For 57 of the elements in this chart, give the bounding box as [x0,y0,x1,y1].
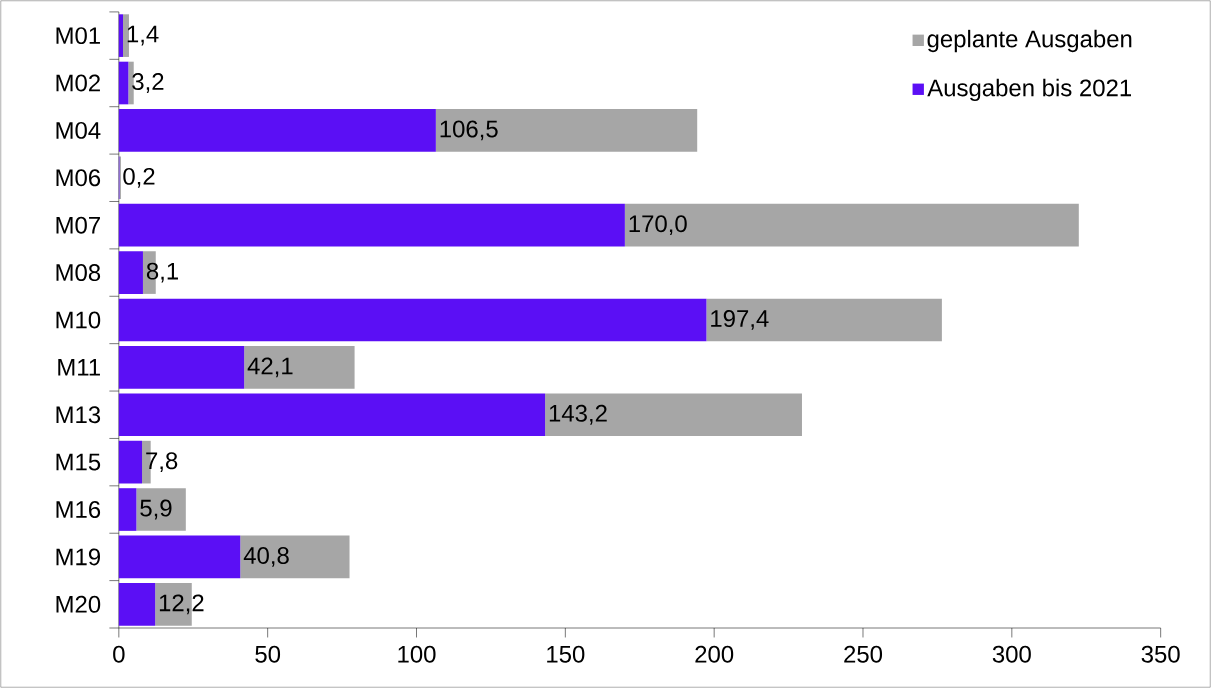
y-tick-label: M19 [56,548,100,566]
y-tick-label: M16 [56,501,101,518]
x-tick-label: 150 [547,645,585,663]
legend-label: geplante Ausgaben [927,29,1132,53]
y-tick-label: M04 [56,121,101,139]
bar [240,535,350,579]
x-tick-label: 250 [844,645,883,663]
data-label: 8,1 [146,262,178,283]
data-label: 3,2 [132,73,164,93]
data-label: 1,4 [127,25,159,46]
y-tick-label: M08 [56,264,101,282]
bar [118,298,707,342]
x-tick-label: 350 [1141,645,1180,663]
y-tick-label: M07 [56,216,100,234]
bar [624,203,1079,247]
y-tick-label: M20 [56,595,101,613]
x-tick-label: 0 [113,645,125,663]
bar [128,61,134,105]
x-tick-label: 50 [255,645,281,663]
data-label: 143,2 [549,404,607,425]
data-label: 7,8 [146,452,178,473]
data-label: 197,4 [711,310,769,330]
x-tick-label: 200 [695,645,734,663]
bar [118,109,436,152]
bar [118,535,241,579]
bar [244,346,355,389]
data-label: 42,1 [247,357,293,378]
data-label: 0,2 [123,167,155,188]
bar [136,488,186,531]
bar [118,393,546,437]
x-tick-label: 300 [992,645,1031,663]
y-tick-label: M10 [56,311,101,329]
bar [118,14,124,57]
y-tick-label: M15 [56,453,101,471]
data-label: 170,0 [629,215,687,236]
data-label: 106,5 [440,120,498,141]
bar [118,488,137,531]
bar [118,346,245,389]
bar [118,582,156,626]
y-tick-label: M11 [58,359,100,376]
y-tick-label: M02 [56,74,100,92]
data-label: 40,8 [243,547,289,567]
data-label: 12,2 [159,594,204,615]
bar [118,203,625,247]
y-tick-label: M13 [56,406,101,424]
legend-label: Ausgaben bis 2021 [927,78,1131,102]
bar [706,298,942,342]
y-tick-label: M01 [56,27,100,45]
bar [118,440,143,484]
bar [118,61,129,105]
x-tick-label: 100 [398,645,436,663]
y-tick-label: M06 [56,169,101,187]
bar [545,393,802,437]
bar [435,109,698,152]
bar [118,251,143,294]
bar [123,14,129,57]
data-label: 5,9 [140,499,172,520]
